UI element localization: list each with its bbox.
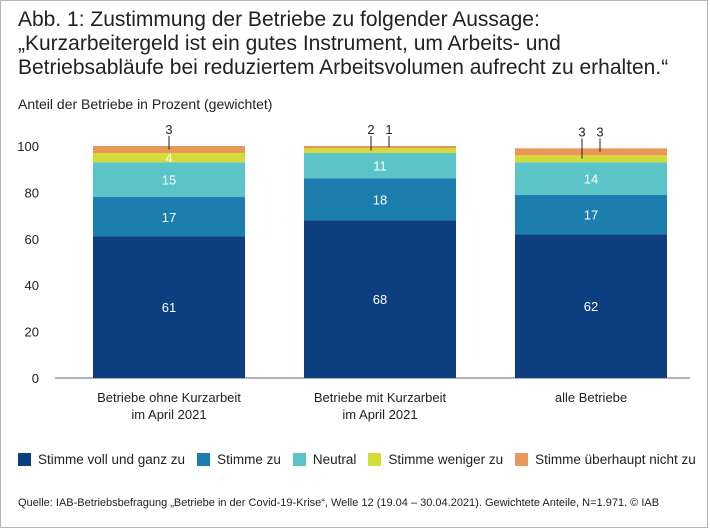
- legend-item: Neutral: [292, 451, 357, 467]
- legend-swatch: [292, 452, 306, 466]
- bar-segment: [93, 197, 245, 237]
- data-label: 17: [584, 207, 598, 222]
- data-label: 62: [584, 299, 598, 314]
- data-label: 3: [578, 124, 585, 139]
- y-tick-label: 80: [25, 185, 39, 200]
- legend-item: Stimme überhaupt nicht zu: [515, 452, 696, 467]
- y-tick-label: 40: [25, 278, 39, 293]
- category-label: alle Betriebe: [555, 390, 627, 405]
- data-label: 61: [162, 300, 176, 315]
- y-tick-label: 100: [17, 139, 39, 154]
- category-label: Betriebe mit Kurzarbeit: [314, 390, 447, 405]
- bar-segment: [304, 146, 456, 149]
- legend-label: Neutral: [312, 451, 357, 467]
- legend-label: Stimme zu: [217, 451, 281, 467]
- legend-label: Stimme überhaupt nicht zu: [535, 451, 696, 467]
- data-label: 14: [584, 171, 598, 186]
- y-tick-label: 20: [25, 325, 39, 340]
- data-label: 15: [162, 173, 176, 188]
- data-label: 3: [165, 122, 172, 137]
- data-label: 17: [162, 210, 176, 225]
- figure-title: Abb. 1: Zustimmung der Betriebe zu folge…: [18, 8, 669, 79]
- y-tick-label: 60: [25, 232, 39, 247]
- stacked-bar-chart: 0 20 40 60 80 100 61 17 15 4 3 Betriebe ohne Kurzar…: [17, 122, 690, 422]
- legend-swatch: [368, 452, 382, 466]
- bar-segment: [304, 178, 456, 221]
- data-label: 4: [165, 151, 172, 166]
- bar-segment: [515, 162, 667, 195]
- legend-item: Stimme weniger zu: [368, 452, 503, 467]
- bar-segment: [93, 236, 245, 378]
- legend-label: Stimme weniger zu: [388, 451, 504, 467]
- bar-segment: [93, 162, 245, 198]
- legend-item: Stimme voll und ganz zu: [18, 452, 185, 467]
- data-label: 2: [367, 122, 374, 137]
- bar-segment: [304, 152, 456, 179]
- data-label: 18: [373, 192, 387, 207]
- legend-swatch: [18, 452, 31, 466]
- y-axis-label: Anteil der Betriebe in Prozent (gewichte…: [18, 96, 273, 112]
- bar-segment: [304, 220, 456, 378]
- category-label: im April 2021: [131, 407, 206, 422]
- bar-segment: [515, 194, 667, 235]
- data-label: 68: [373, 292, 387, 307]
- data-label: 11: [373, 159, 387, 174]
- bar-segment: [304, 148, 456, 153]
- category-label: im April 2021: [342, 407, 417, 422]
- data-label: 1: [385, 122, 392, 137]
- bar-segment: [515, 148, 667, 156]
- bar-segment: [515, 234, 667, 378]
- legend-swatch: [515, 452, 529, 466]
- legend-swatch: [197, 452, 211, 466]
- category-label: Betriebe ohne Kurzarbeit: [97, 390, 241, 405]
- legend-label: Stimme voll und ganz zu: [38, 451, 186, 467]
- bar-segment: [93, 152, 245, 163]
- data-label: 3: [596, 124, 603, 139]
- source-note: Quelle: IAB-Betriebsbefragung „Betriebe …: [18, 497, 660, 509]
- legend-item: Stimme zu: [197, 452, 281, 467]
- y-tick-label: 0: [32, 371, 39, 386]
- legend: Stimme voll und ganz zu Stimme zu Neutral S…: [18, 449, 708, 469]
- bar-segment: [515, 155, 667, 163]
